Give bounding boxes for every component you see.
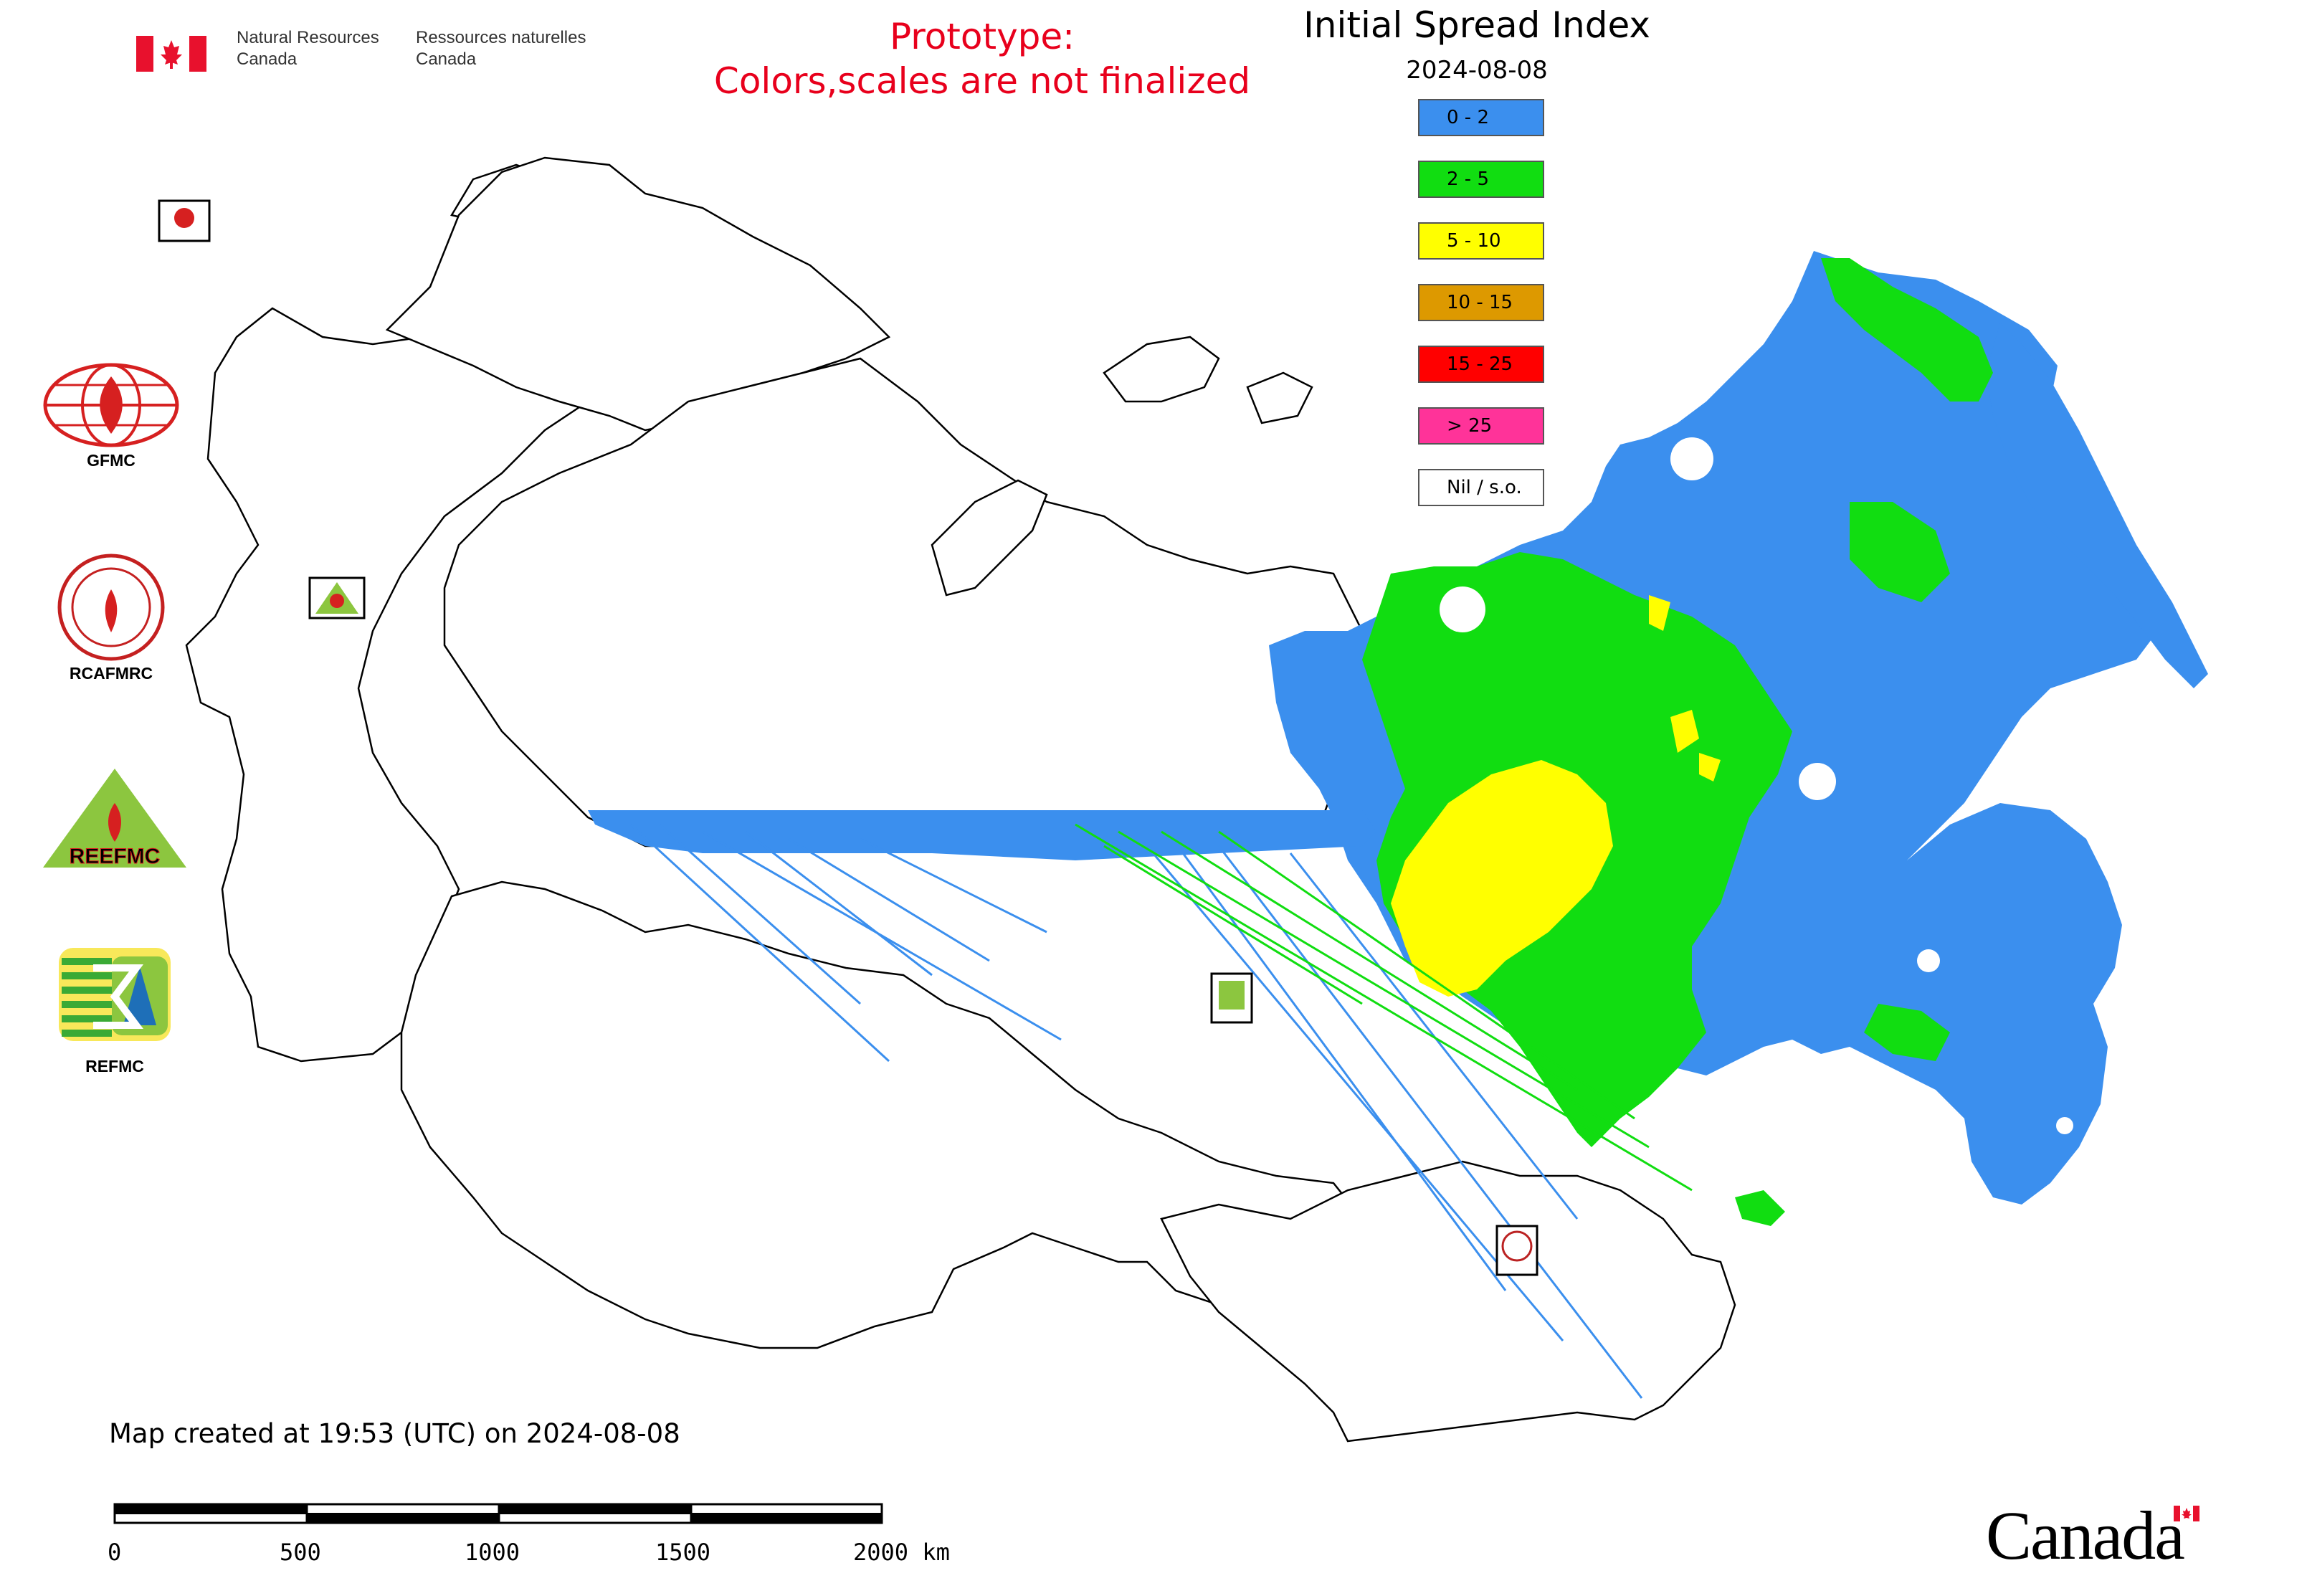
canada-wordmark: Canada bbox=[1986, 1496, 2199, 1575]
isi-yellow-region bbox=[1391, 760, 1613, 997]
map-marker-icons bbox=[174, 208, 1533, 1262]
scale-label-0: 0 bbox=[108, 1539, 122, 1566]
rcafmrc-seal-icon bbox=[57, 554, 165, 661]
outline-arctic-coast bbox=[385, 156, 891, 432]
legend-item-15-25: 15 - 25 bbox=[1418, 346, 1544, 383]
logo-label-rcafmrc: RCAFMRC bbox=[69, 664, 153, 683]
outline-russia bbox=[443, 357, 1364, 847]
agency-name-fr: Ressources naturelles Canada bbox=[416, 28, 586, 69]
scale-label-500: 500 bbox=[280, 1539, 321, 1566]
legend-item-nil: Nil / s.o. bbox=[1418, 469, 1544, 506]
gfmc-globe-icon bbox=[43, 363, 179, 447]
isi-green-east-1 bbox=[1821, 258, 1993, 402]
nil-circle-3 bbox=[1917, 949, 1940, 972]
isi-yellow-spot-2 bbox=[1699, 753, 1721, 782]
nil-circle-2 bbox=[1799, 763, 1836, 800]
prototype-notice: Prototype: Colors,scales are not finaliz… bbox=[713, 16, 1251, 102]
streak-lines-green bbox=[1075, 823, 1693, 1192]
logo-gfmc: GFMC bbox=[39, 362, 183, 477]
nil-circle-5 bbox=[1440, 586, 1485, 632]
isi-blue-kamchatka bbox=[1986, 323, 2208, 688]
outline-mongolia bbox=[1160, 1160, 1736, 1443]
refmc-sigma-icon bbox=[59, 948, 171, 1041]
legend-item-2-5: 2 - 5 bbox=[1418, 161, 1544, 198]
scale-label-2000: 2000 km bbox=[853, 1539, 950, 1566]
logo-label-refmc: REFMC bbox=[85, 1057, 144, 1075]
reefmc-triangle-icon: REEFMC bbox=[43, 769, 186, 869]
nrcan-signature: Natural Resources Canada Ressources natu… bbox=[136, 27, 602, 77]
map-title: Initial Spread Index bbox=[1303, 4, 1650, 46]
canada-flag-icon bbox=[136, 36, 206, 72]
scale-bar: 0 500 1000 1500 2000 km bbox=[108, 1498, 968, 1577]
scale-label-1000: 1000 bbox=[465, 1539, 520, 1566]
logo-refmc: REFMC bbox=[57, 946, 172, 1090]
map-date: 2024-08-08 bbox=[1406, 56, 1548, 85]
outline-severnaya bbox=[1246, 371, 1313, 424]
projection-streaks bbox=[588, 810, 1693, 1399]
logo-rcafmrc: RCAFMRC bbox=[39, 554, 183, 697]
arctic-islands bbox=[931, 336, 1313, 597]
legend-item-over-25: > 25 bbox=[1418, 407, 1544, 445]
scale-bar-graphic bbox=[113, 1503, 883, 1524]
outline-novaya-zemlya bbox=[931, 479, 1048, 597]
isi-yellow-spot-1 bbox=[1670, 710, 1699, 753]
isi-yellow-spot-3 bbox=[1649, 595, 1670, 631]
streak-lines-blue bbox=[629, 823, 1643, 1399]
legend-item-10-15: 10 - 15 bbox=[1418, 284, 1544, 321]
outline-taymyr bbox=[1103, 336, 1220, 403]
legend-item-0-2: 0 - 2 bbox=[1418, 99, 1544, 136]
wordmark-flag-icon bbox=[2174, 1506, 2199, 1521]
scale-label-1500: 1500 bbox=[655, 1539, 711, 1566]
isi-green-east-2 bbox=[1850, 502, 1950, 602]
isi-green-east-3 bbox=[1864, 1004, 1950, 1061]
logo-reefmc: REEFMC bbox=[39, 767, 190, 875]
streak-blue-band bbox=[588, 810, 1376, 860]
legend-item-5-10: 5 - 10 bbox=[1418, 222, 1544, 260]
isi-coverage bbox=[1269, 251, 2208, 1226]
nil-circle-1 bbox=[1670, 437, 1713, 480]
logo-label-gfmc: GFMC bbox=[87, 451, 135, 470]
svg-text:REEFMC: REEFMC bbox=[70, 845, 161, 868]
map-created-note: Map created at 19:53 (UTC) on 2024-08-08 bbox=[109, 1418, 680, 1449]
agency-name-en: Natural Resources Canada bbox=[237, 28, 379, 69]
nil-circle-4 bbox=[2056, 1117, 2073, 1134]
country-outlines bbox=[185, 156, 1736, 1443]
isi-green-south bbox=[1735, 1190, 1785, 1226]
